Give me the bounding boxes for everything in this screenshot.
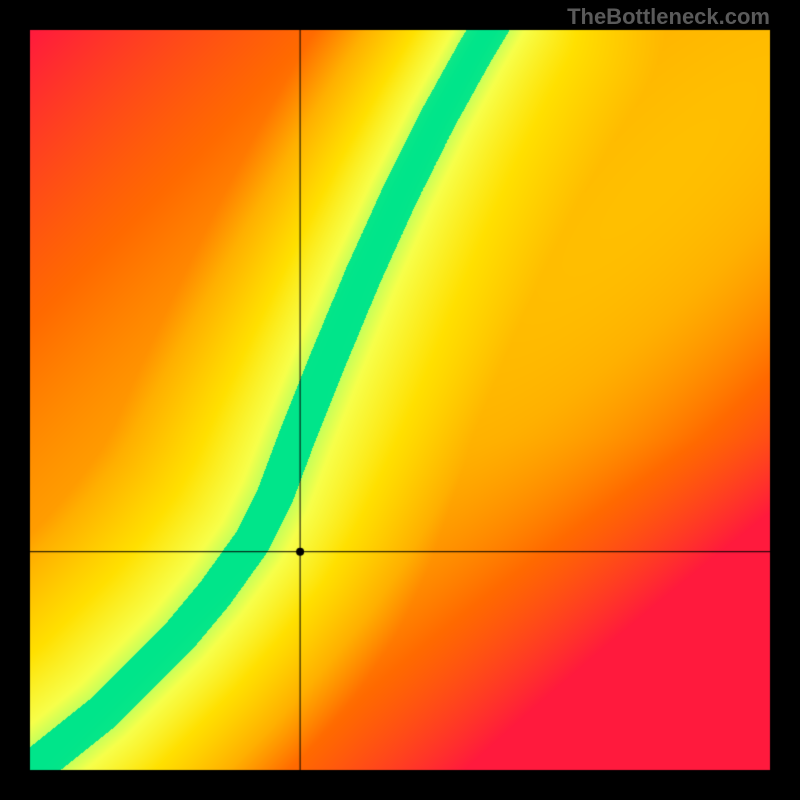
watermark-text: TheBottleneck.com (567, 4, 770, 30)
bottleneck-heatmap (0, 0, 800, 800)
chart-container: TheBottleneck.com (0, 0, 800, 800)
